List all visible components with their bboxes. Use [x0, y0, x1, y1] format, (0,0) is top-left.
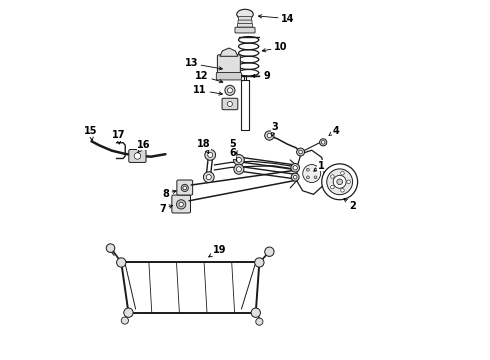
Circle shape — [294, 175, 297, 179]
Circle shape — [234, 154, 245, 165]
Text: 1: 1 — [314, 161, 324, 171]
Circle shape — [341, 171, 344, 175]
FancyBboxPatch shape — [216, 72, 242, 80]
Circle shape — [134, 153, 141, 159]
Circle shape — [179, 202, 183, 207]
Circle shape — [267, 134, 271, 138]
Circle shape — [203, 172, 214, 183]
FancyBboxPatch shape — [238, 24, 252, 29]
Circle shape — [306, 176, 309, 179]
Text: 16: 16 — [137, 140, 150, 153]
FancyBboxPatch shape — [222, 98, 238, 110]
Circle shape — [265, 247, 274, 256]
Text: 13: 13 — [184, 58, 222, 70]
FancyBboxPatch shape — [218, 55, 240, 76]
Circle shape — [319, 139, 327, 146]
Ellipse shape — [237, 9, 253, 19]
Polygon shape — [220, 48, 238, 56]
Text: 15: 15 — [84, 126, 98, 140]
Polygon shape — [296, 150, 324, 194]
Circle shape — [183, 186, 187, 190]
FancyBboxPatch shape — [235, 27, 255, 33]
Circle shape — [299, 150, 302, 154]
Circle shape — [208, 152, 213, 157]
Circle shape — [327, 169, 353, 195]
FancyBboxPatch shape — [239, 17, 251, 22]
Circle shape — [265, 131, 274, 140]
Circle shape — [256, 318, 263, 325]
Circle shape — [321, 140, 325, 144]
Circle shape — [322, 164, 358, 200]
Circle shape — [291, 163, 299, 172]
Circle shape — [205, 149, 216, 160]
Circle shape — [124, 308, 133, 318]
Circle shape — [234, 164, 244, 174]
Circle shape — [225, 85, 235, 95]
FancyBboxPatch shape — [129, 149, 146, 162]
Circle shape — [341, 189, 344, 192]
Circle shape — [227, 88, 232, 93]
Circle shape — [337, 179, 343, 185]
Circle shape — [236, 157, 242, 162]
Circle shape — [296, 148, 304, 156]
Circle shape — [331, 175, 334, 178]
Circle shape — [303, 165, 320, 183]
Circle shape — [227, 102, 232, 107]
Text: 4: 4 — [329, 126, 339, 135]
Circle shape — [251, 308, 260, 318]
Text: 5: 5 — [229, 139, 237, 154]
Text: 7: 7 — [159, 204, 172, 214]
Circle shape — [255, 258, 264, 267]
Circle shape — [314, 176, 317, 179]
Circle shape — [293, 166, 297, 170]
Circle shape — [122, 317, 128, 324]
Text: 14: 14 — [258, 14, 295, 24]
FancyBboxPatch shape — [172, 195, 191, 213]
Text: 12: 12 — [195, 71, 223, 83]
Circle shape — [331, 185, 334, 189]
Text: 9: 9 — [251, 71, 270, 81]
FancyBboxPatch shape — [237, 27, 253, 32]
Text: 11: 11 — [194, 85, 222, 95]
Circle shape — [291, 173, 299, 181]
Circle shape — [314, 168, 317, 171]
Circle shape — [347, 180, 350, 184]
Text: 17: 17 — [112, 130, 125, 144]
Text: 8: 8 — [162, 189, 176, 199]
FancyBboxPatch shape — [177, 180, 193, 195]
Circle shape — [236, 167, 242, 172]
Circle shape — [333, 175, 346, 188]
Text: 6: 6 — [229, 148, 237, 161]
Circle shape — [306, 168, 309, 171]
Circle shape — [181, 184, 188, 192]
Circle shape — [176, 200, 186, 209]
Text: 2: 2 — [344, 198, 356, 211]
Circle shape — [117, 258, 126, 267]
Circle shape — [206, 175, 211, 180]
Text: 10: 10 — [262, 42, 288, 52]
Text: 18: 18 — [197, 139, 211, 153]
Text: 19: 19 — [209, 245, 227, 257]
Circle shape — [106, 244, 115, 252]
FancyBboxPatch shape — [238, 20, 252, 25]
Text: 3: 3 — [271, 122, 278, 136]
